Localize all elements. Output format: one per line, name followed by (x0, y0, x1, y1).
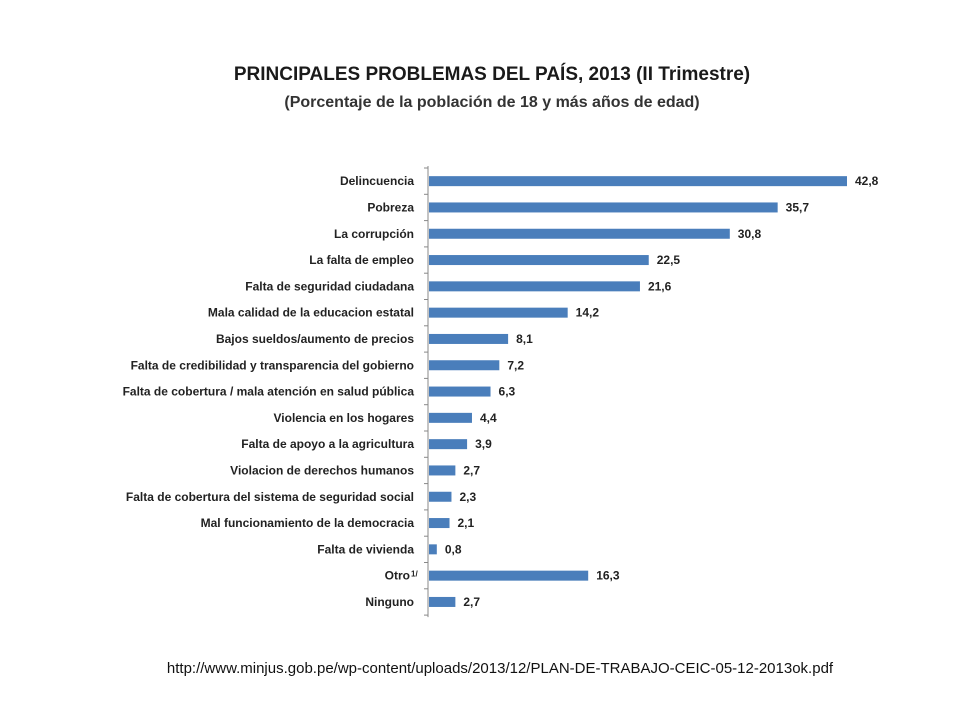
category-label: Falta de seguridad ciudadana (245, 279, 414, 293)
bar (429, 544, 437, 555)
bar (429, 307, 568, 318)
value-label: 35,7 (786, 200, 810, 214)
bar (429, 333, 509, 344)
value-label: 2,1 (458, 516, 475, 530)
bar (429, 281, 640, 292)
category-label: Falta de vivienda (317, 542, 414, 556)
value-label: 21,6 (648, 279, 672, 293)
value-label: 14,2 (576, 306, 600, 320)
chart-subtitle: (Porcentaje de la población de 18 y más … (284, 94, 700, 111)
category-label: Violencia en los hogares (274, 411, 415, 425)
value-label: 2,7 (463, 463, 480, 477)
bar-chart: Delincuencia 42,8 Pobreza 35,7 La corrupción… (123, 166, 879, 618)
value-label: 3,9 (475, 437, 492, 451)
bar (429, 570, 589, 581)
category-label: Pobreza (367, 200, 414, 214)
bar (429, 386, 491, 397)
bar (429, 228, 730, 239)
bar (429, 202, 778, 213)
bar (429, 465, 456, 476)
category-label: Otro (385, 569, 410, 583)
value-label: 16,3 (596, 569, 620, 583)
category-label: Violacion de derechos humanos (230, 463, 414, 477)
value-label: 8,1 (516, 332, 533, 346)
chart-title: PRINCIPALES PROBLEMAS DEL PAÍS, 2013 (II… (233, 64, 751, 85)
category-label: Falta de cobertura / mala atención en sa… (123, 385, 415, 399)
bar (429, 491, 452, 502)
source-url[interactable]: http://www.minjus.gob.pe/wp-content/uplo… (166, 660, 834, 677)
bar (429, 439, 468, 450)
category-label: Falta de credibilidad y transparencia de… (131, 358, 414, 372)
value-label: 42,8 (855, 174, 879, 188)
value-label: 6,3 (499, 385, 516, 399)
category-label: Ninguno (365, 595, 414, 609)
value-label: 2,3 (459, 490, 476, 504)
value-label: 7,2 (507, 358, 524, 372)
category-label: La corrupción (334, 227, 414, 241)
bar (429, 255, 649, 266)
bar (429, 596, 456, 607)
category-label: Mal funcionamiento de la democracia (201, 516, 415, 530)
footnote-mark: 1/ (411, 570, 418, 579)
value-label: 30,8 (738, 227, 762, 241)
bar (429, 360, 500, 371)
category-label: La falta de empleo (309, 253, 414, 267)
category-label: Delincuencia (340, 174, 414, 188)
value-label: 0,8 (445, 542, 462, 556)
category-label: Bajos sueldos/aumento de precios (216, 332, 414, 346)
category-label: Mala calidad de la educacion estatal (208, 306, 414, 320)
value-label: 22,5 (657, 253, 681, 267)
category-label: Falta de apoyo a la agricultura (241, 437, 414, 451)
bar (429, 518, 450, 529)
value-label: 2,7 (463, 595, 480, 609)
bar (429, 176, 847, 187)
category-label: Falta de cobertura del sistema de seguri… (126, 490, 414, 504)
bar (429, 412, 472, 423)
value-label: 4,4 (480, 411, 497, 425)
